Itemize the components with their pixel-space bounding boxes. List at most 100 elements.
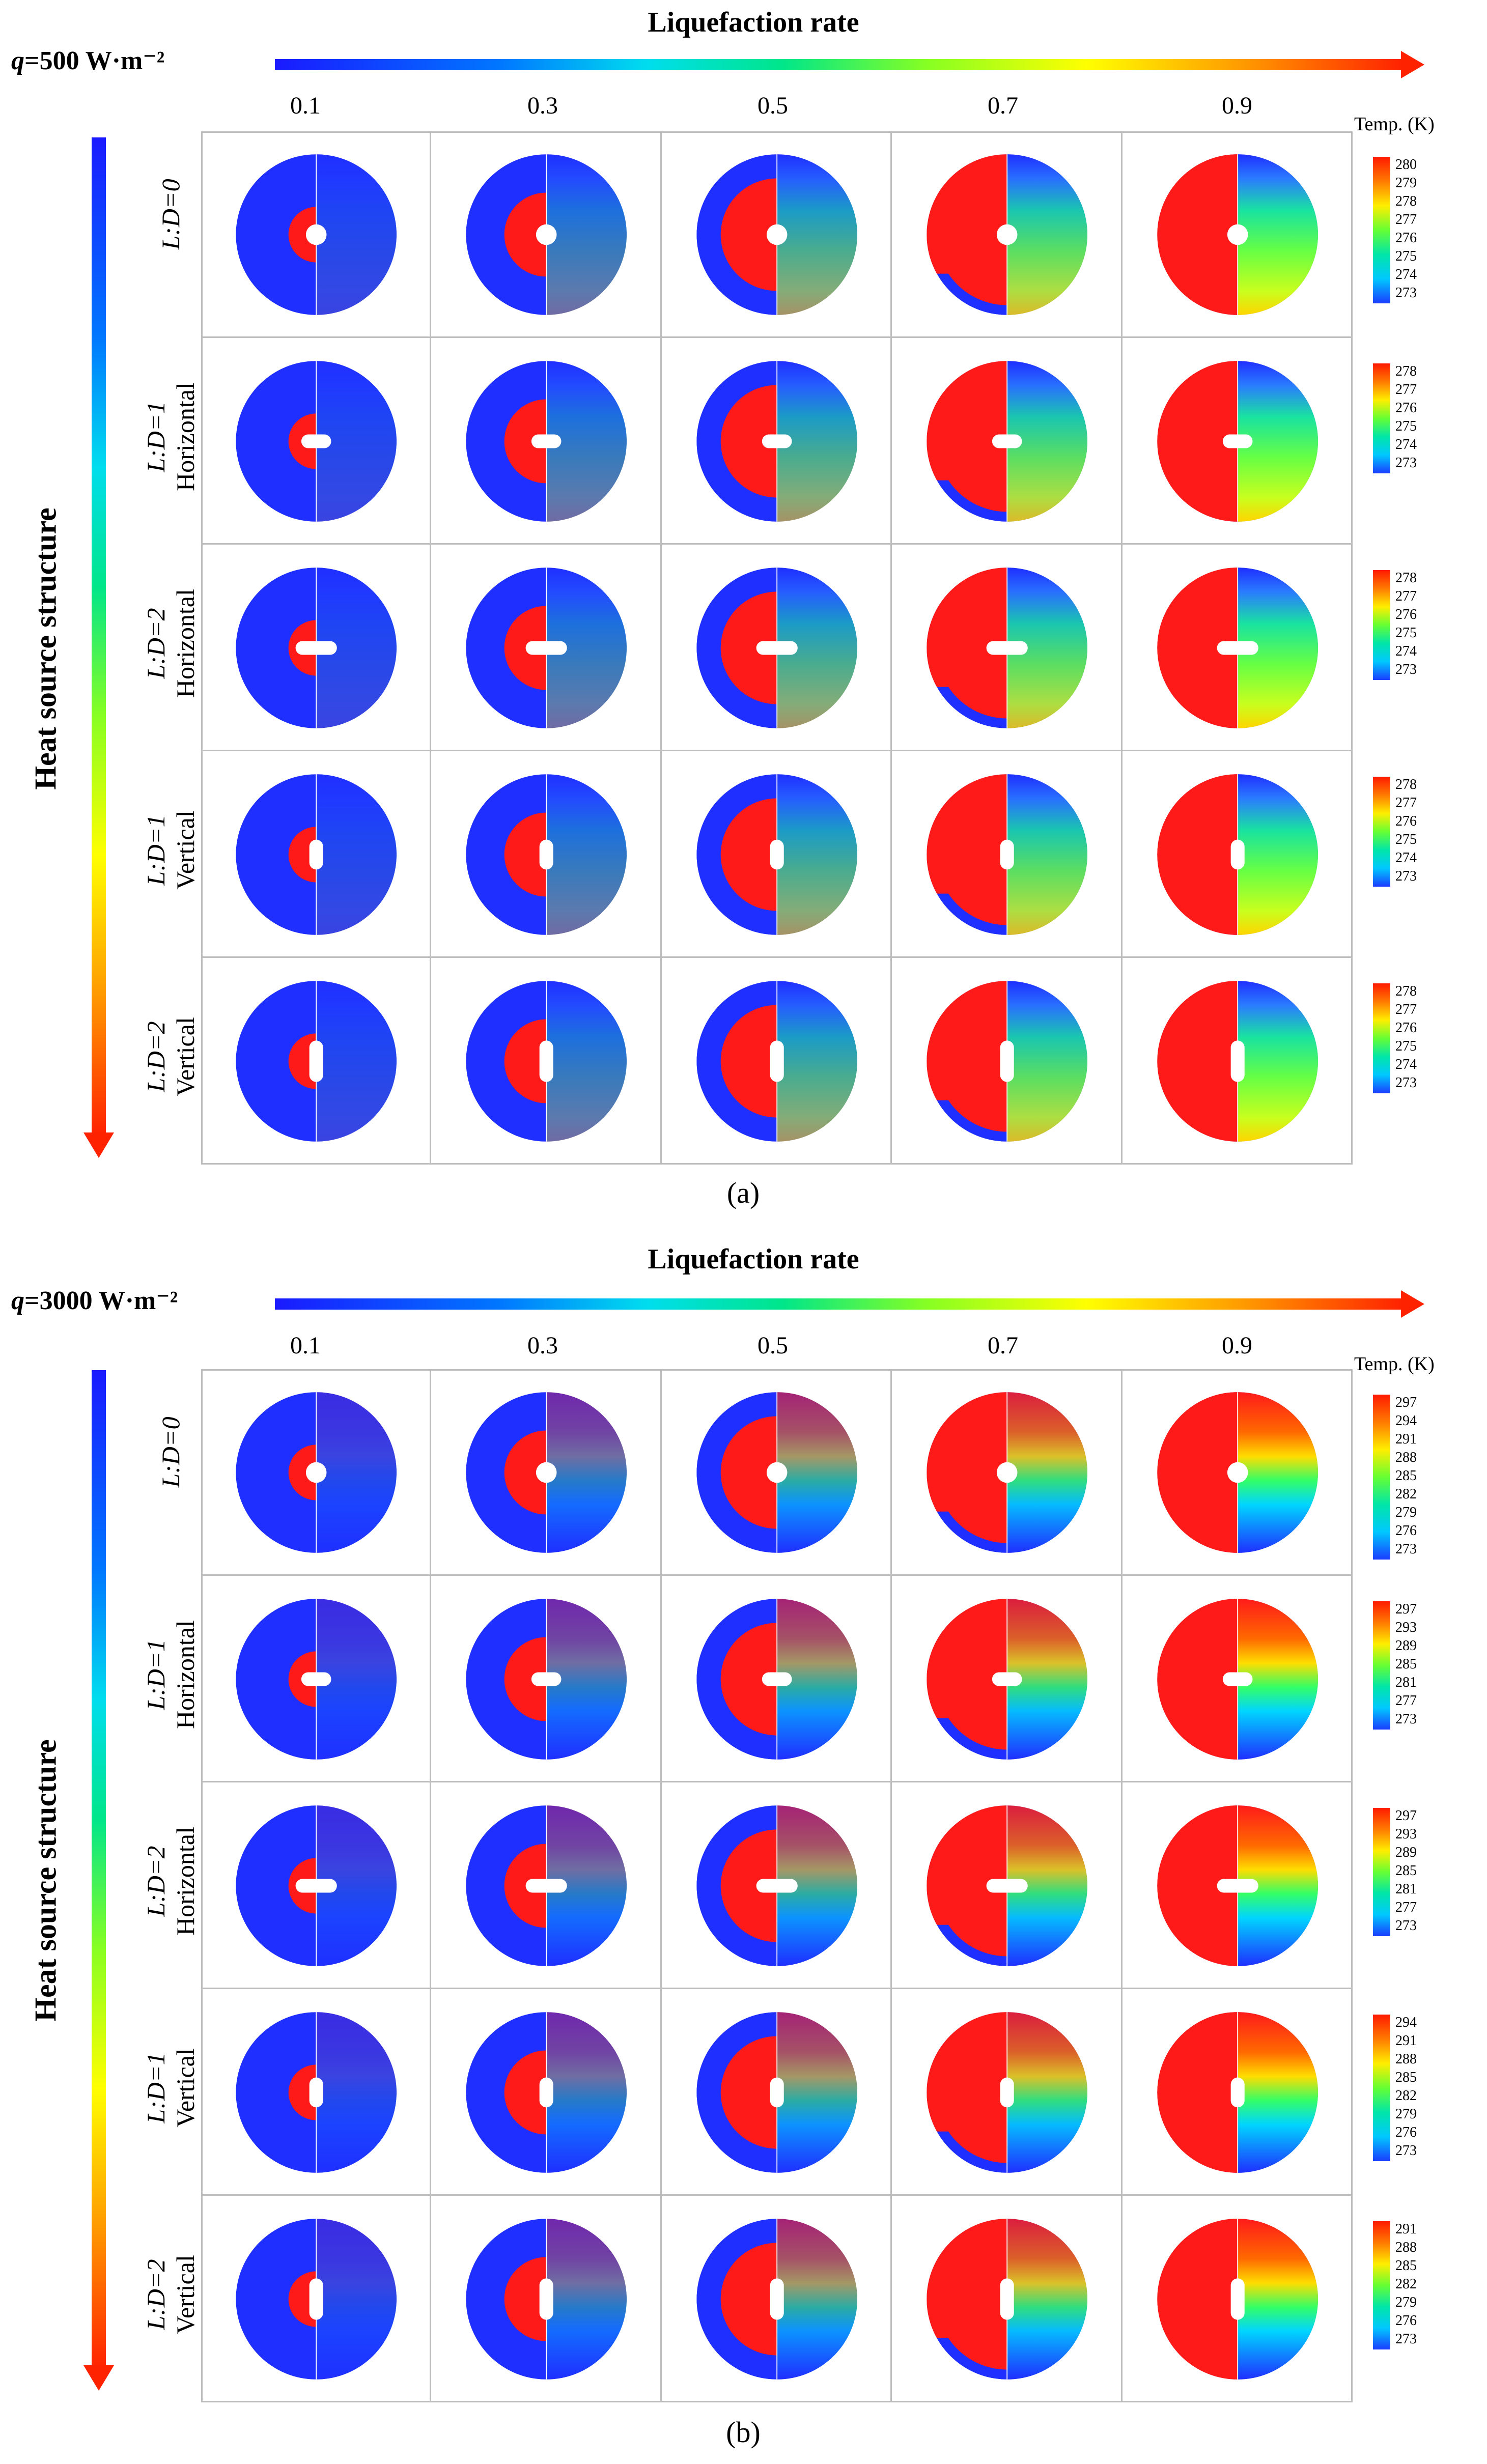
temperature-contour-plot [466,774,627,935]
colorbar-tick: 273 [1395,1711,1417,1727]
heat-source [540,839,554,870]
x-axis-title: Liquefaction rate [648,7,859,38]
liquid-region [927,2219,1007,2338]
colorbar-tick: 276 [1395,230,1417,246]
temperature-field [1237,154,1318,315]
temperature-contour-plot [236,1805,397,1966]
liquid-region [288,2271,317,2327]
heat-flux-label: q=3000 W·m⁻² [11,1286,178,1315]
colorbar-gradient [1373,363,1390,473]
temperature-field [1237,774,1318,935]
temperature-field [1007,2219,1088,2380]
colorbar-tick: 297 [1395,1808,1417,1824]
colorbar-tick: 278 [1395,570,1417,586]
liquid-region [504,1430,547,1515]
temperature-field [316,981,397,1142]
temperature-colorbar: 297 293 289 285 281 277 273 [1373,1601,1434,1764]
colorbar-tick: 297 [1395,1601,1417,1617]
heat-source [770,1040,784,1082]
column-tick: 0.3 [527,92,558,119]
contour-cell [431,338,662,545]
liquid-region [504,812,547,897]
heat-source [992,1672,1022,1686]
heat-source [1000,2077,1014,2108]
heat-source [756,641,798,655]
heat-source [1227,224,1248,245]
heat-source [1230,2077,1245,2108]
temperature-field [1237,981,1318,1142]
contour-cell [892,545,1123,751]
temperature-contour-plot [1157,774,1318,935]
liquid-region [288,207,317,263]
colorbar-tick: 277 [1395,1002,1417,1017]
heat-source [1222,434,1253,448]
colorbar-tick: 275 [1395,832,1417,847]
temperature-contour-plot [927,2219,1088,2380]
temperature-contour-plot [927,1599,1088,1760]
colorbar-tick: 275 [1395,418,1417,434]
colorbar-tick: 281 [1395,1675,1417,1690]
row-label: L:D=1 Horizontal [142,382,200,491]
liquid-region [504,2050,547,2135]
colorbar-gradient [1373,570,1390,680]
colorbar-tick: 276 [1395,2125,1417,2140]
heat-source [1222,1672,1253,1686]
colorbar-gradient [1373,1395,1390,1560]
heat-source [1230,1040,1245,1082]
temperature-contour-plot [466,2219,627,2380]
contour-cell [201,1369,432,1576]
temperature-colorbar: 278 277 276 275 274 273 [1373,570,1434,733]
colorbar-tick: 291 [1395,1431,1417,1447]
contour-cell [661,958,892,1165]
liquid-region [927,361,1007,480]
liquid-region [927,1599,1007,1718]
temperature-contour-plot [1157,568,1318,728]
temperature-field [1237,1392,1318,1553]
contour-cell [431,1782,662,1989]
liquid-region [720,1623,777,1736]
colorbar-tick: 282 [1395,2276,1417,2292]
temperature-contour-plot [1157,154,1318,315]
liquid-region [720,2036,777,2149]
liquid-region [927,2012,1007,2132]
column-tick: 0.7 [988,92,1018,119]
colorbar-tick: 276 [1395,2313,1417,2329]
heat-source [986,641,1028,655]
temperature-contour-plot [236,1599,397,1760]
contour-cell [661,545,892,751]
colorbar-title: Temp. (K) [1354,114,1435,135]
heat-source [756,1879,798,1893]
heat-source [531,434,562,448]
liquid-region [1157,1599,1238,1746]
heat-source [997,224,1018,245]
colorbar-tick: 289 [1395,1638,1417,1654]
column-tick: 0.9 [1222,92,1252,119]
colorbar-tick: 277 [1395,795,1417,811]
column-tick: 0.7 [988,1332,1018,1359]
contour-cell [661,338,892,545]
colorbar-tick: 280 [1395,157,1417,173]
temperature-contour-plot [696,1805,857,1966]
temperature-contour-plot [927,774,1088,935]
temperature-contour-plot [1157,2219,1318,2380]
colorbar-tick: 297 [1395,1395,1417,1410]
colorbar-tick: 278 [1395,193,1417,209]
temperature-contour-plot [236,361,397,522]
contour-cell [201,751,432,958]
contour-cell [892,958,1123,1165]
heat-source [992,434,1022,448]
row-label: L:D=1 Vertical [142,2048,200,2128]
contour-cell [892,1576,1123,1782]
contour-cell [431,1369,662,1576]
colorbar-tick: 273 [1395,1075,1417,1091]
liquid-region [1157,1392,1238,1539]
contour-cell [892,131,1123,338]
temperature-contour-plot [236,154,397,315]
temperature-contour-plot [927,1805,1088,1966]
colorbar-tick: 277 [1395,1900,1417,1915]
liquid-region [1157,774,1238,921]
colorbar-tick: 275 [1395,248,1417,264]
heat-source [305,224,327,245]
contour-cell [1122,958,1353,1165]
contour-cell [1122,338,1353,545]
